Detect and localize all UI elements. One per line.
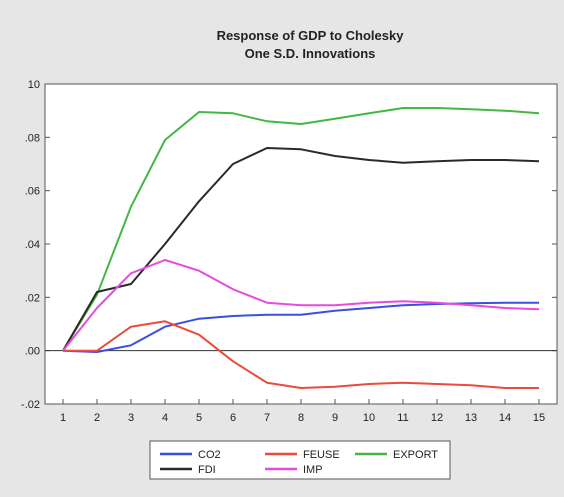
- series-line-fdi: [62, 147, 540, 352]
- chart-title: Response of GDP to Cholesky: [217, 28, 405, 43]
- x-tick-label: 14: [499, 412, 511, 424]
- x-tick-label: 5: [196, 412, 202, 424]
- series-line-export: [62, 107, 540, 352]
- x-tick-label: 4: [162, 412, 168, 424]
- x-tick-label: 9: [332, 412, 338, 424]
- series-line-imp: [62, 259, 540, 352]
- y-tick-label: 10: [28, 79, 40, 91]
- y-tick-label: .04: [25, 239, 40, 251]
- plot-area: [44, 83, 558, 405]
- legend-label-imp: IMP: [303, 464, 323, 476]
- x-tick-label: 12: [431, 412, 443, 424]
- legend-label-feuse: FEUSE: [303, 449, 340, 461]
- y-tick-label: .00: [25, 346, 40, 358]
- y-tick-label: .02: [25, 292, 40, 304]
- y-tick-label: .06: [25, 186, 40, 198]
- x-tick-label: 3: [128, 412, 134, 424]
- x-tick-label: 8: [298, 412, 304, 424]
- chart-subtitle: One S.D. Innovations: [245, 46, 376, 61]
- legend-box: [149, 440, 451, 480]
- x-tick-label: 10: [363, 412, 375, 424]
- legend: CO2 FEUSE EXPORT FDI IMP: [149, 440, 451, 480]
- x-tick-label: 15: [533, 412, 545, 424]
- x-tick-label: 13: [465, 412, 477, 424]
- x-tick-label: 7: [264, 412, 270, 424]
- legend-label-export: EXPORT: [393, 449, 438, 461]
- y-tick-label: .08: [25, 132, 40, 144]
- legend-label-fdi: FDI: [198, 464, 216, 476]
- legend-label-co2: CO2: [198, 449, 221, 461]
- series-line-feuse: [63, 320, 539, 389]
- x-tick-label: 1: [60, 412, 66, 424]
- x-tick-label: 2: [94, 412, 100, 424]
- y-tick-label: -.02: [21, 399, 40, 411]
- series-lines: [62, 107, 540, 389]
- x-tick-label: 11: [397, 412, 408, 424]
- x-tick-label: 6: [230, 412, 236, 424]
